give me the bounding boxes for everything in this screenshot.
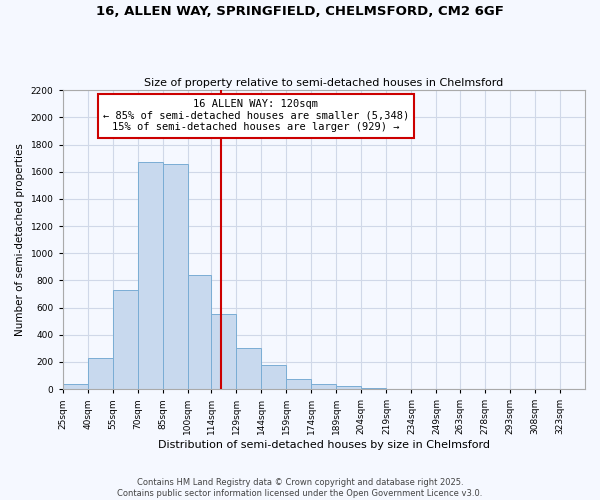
Bar [188, 275, 211, 389]
Text: 16 ALLEN WAY: 120sqm
← 85% of semi-detached houses are smaller (5,348)
15% of se: 16 ALLEN WAY: 120sqm ← 85% of semi-detac… [103, 99, 409, 132]
Bar [137, 162, 163, 389]
Bar [337, 386, 361, 389]
Text: Contains HM Land Registry data © Crown copyright and database right 2025.
Contai: Contains HM Land Registry data © Crown c… [118, 478, 482, 498]
Bar [113, 290, 137, 389]
Bar [286, 379, 311, 389]
Bar [311, 384, 337, 389]
Bar [236, 348, 261, 389]
X-axis label: Distribution of semi-detached houses by size in Chelmsford: Distribution of semi-detached houses by … [158, 440, 490, 450]
Title: Size of property relative to semi-detached houses in Chelmsford: Size of property relative to semi-detach… [144, 78, 503, 88]
Bar [211, 314, 236, 389]
Bar [163, 164, 188, 389]
Bar [62, 384, 88, 389]
Bar [261, 364, 286, 389]
Bar [88, 358, 113, 389]
Y-axis label: Number of semi-detached properties: Number of semi-detached properties [15, 143, 25, 336]
Bar [361, 388, 386, 389]
Text: 16, ALLEN WAY, SPRINGFIELD, CHELMSFORD, CM2 6GF: 16, ALLEN WAY, SPRINGFIELD, CHELMSFORD, … [96, 5, 504, 18]
